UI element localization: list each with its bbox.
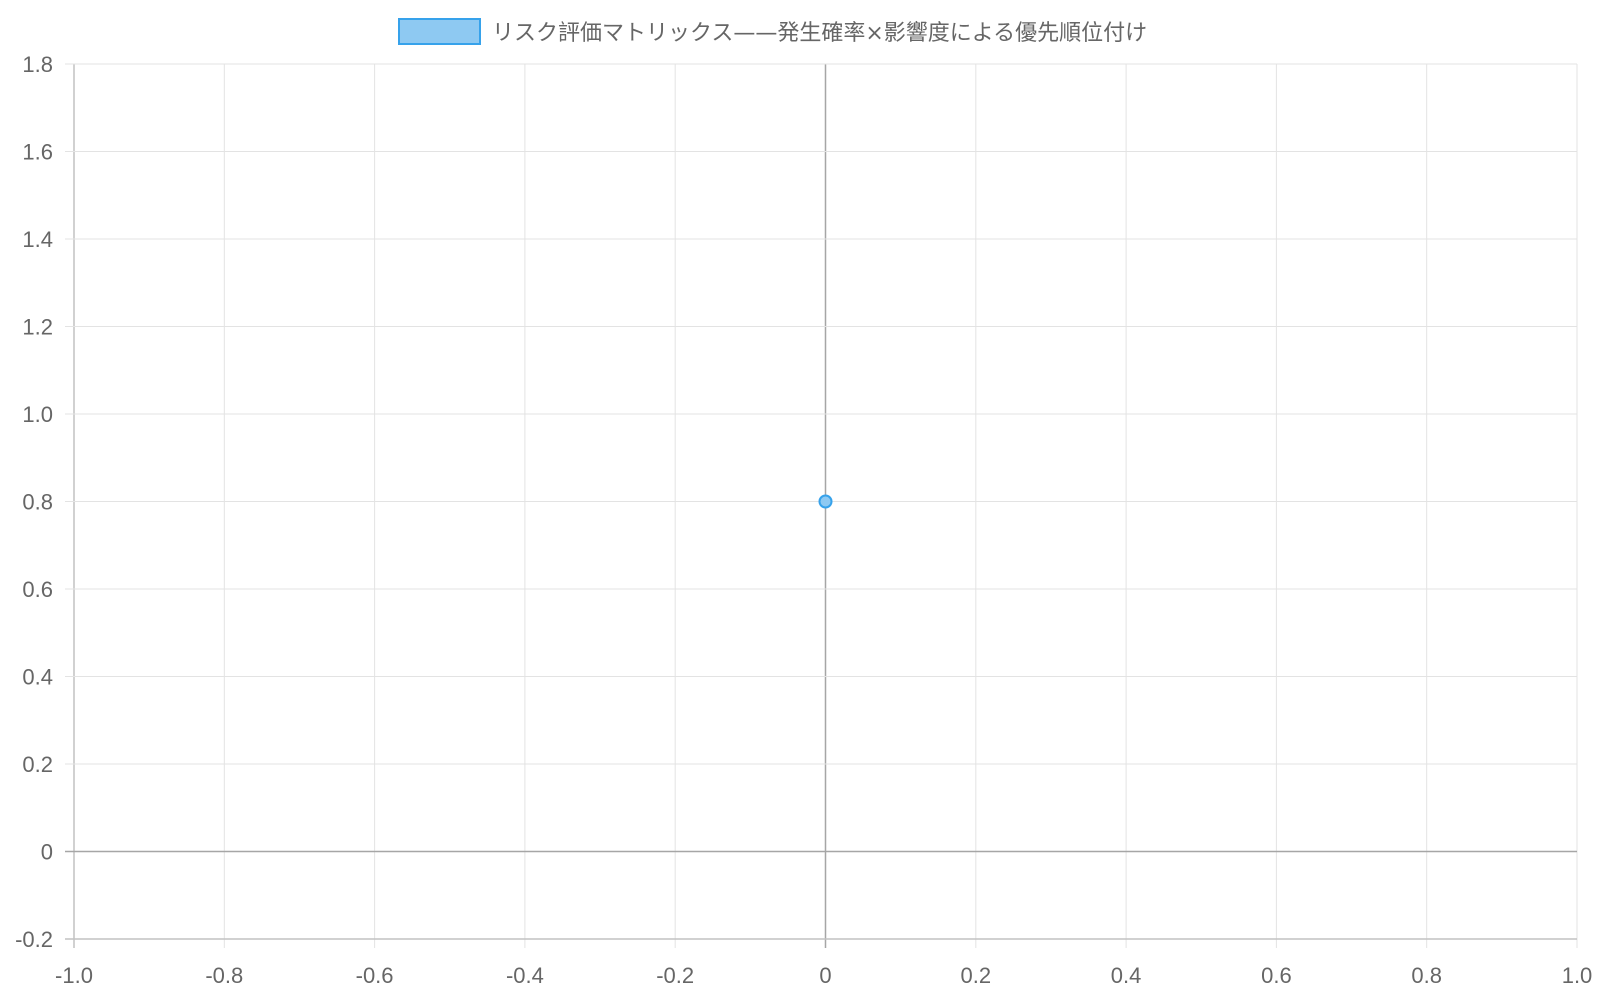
y-tick-label: 1.6: [22, 140, 53, 165]
y-tick-label: 1.8: [22, 52, 53, 77]
x-tick-label: -0.8: [205, 963, 243, 988]
y-tick-label: 0: [41, 840, 53, 865]
y-tick-label: 1.0: [22, 402, 53, 427]
y-tick-label: 0.6: [22, 577, 53, 602]
x-tick-label: 0.8: [1411, 963, 1442, 988]
x-tick-label: 0: [819, 963, 831, 988]
x-tick-label: 0.6: [1261, 963, 1292, 988]
data-point[interactable]: [818, 494, 833, 509]
x-tick-label: 0.2: [961, 963, 992, 988]
y-tick-label: 0.4: [22, 665, 53, 690]
x-axis-ticks: -1.0 -0.8 -0.6 -0.4 -0.2 0 0.2 0.4 0.6 0.8 1.0: [55, 963, 1592, 988]
y-tick-label: 1.4: [22, 227, 53, 252]
y-tick-label: 0.2: [22, 752, 53, 777]
y-tick-label: 1.2: [22, 315, 53, 340]
legend[interactable]: リスク評価マトリックス——発生確率×影響度による優先順位付け: [398, 18, 1147, 46]
data-points: [818, 494, 833, 509]
x-tick-label: -1.0: [55, 963, 93, 988]
x-tick-label: 0.4: [1111, 963, 1142, 988]
y-tick-label: 0.8: [22, 490, 53, 515]
legend-label[interactable]: リスク評価マトリックス——発生確率×影響度による優先順位付け: [492, 21, 1147, 46]
x-tick-label: -0.6: [356, 963, 394, 988]
x-tick-label: -0.2: [656, 963, 694, 988]
y-axis-ticks: -0.2 0 0.2 0.4 0.6 0.8 1.0 1.2 1.4 1.6 1.8: [15, 52, 53, 952]
y-tick-label: -0.2: [15, 927, 53, 952]
x-tick-label: -0.4: [506, 963, 544, 988]
x-tick-label: 1.0: [1562, 963, 1593, 988]
legend-swatch[interactable]: [398, 18, 481, 45]
